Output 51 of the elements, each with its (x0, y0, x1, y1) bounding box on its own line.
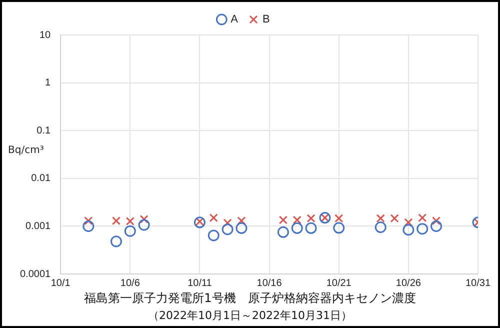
point (112, 216, 121, 226)
point (376, 214, 385, 223)
point (277, 226, 289, 238)
point (237, 216, 246, 226)
y-axis-title: Bq/cm³ (8, 145, 44, 156)
point (126, 216, 134, 226)
x-tick-label: 10/31 (465, 278, 491, 289)
point (84, 216, 93, 226)
x-tick-label: 10/6 (120, 278, 140, 289)
x-tick-label: 10/26 (396, 278, 422, 289)
y-tick-label: 10 (39, 30, 52, 41)
x-tick-label: 10/1 (50, 278, 71, 289)
point (194, 216, 206, 228)
y-tick-label: 0.01 (31, 173, 52, 184)
point (236, 222, 248, 234)
point (124, 225, 136, 237)
x-tick-label: 10/21 (326, 278, 352, 289)
point (305, 222, 317, 234)
point (292, 216, 302, 224)
point (430, 220, 442, 232)
legend-label: A (230, 14, 239, 26)
point (402, 224, 414, 236)
point (291, 222, 303, 234)
point (374, 222, 386, 234)
point (306, 214, 316, 223)
y-tick-label: 0.001 (26, 220, 52, 232)
point (110, 236, 122, 248)
point (390, 214, 399, 223)
point (418, 214, 427, 222)
point (140, 214, 148, 224)
legend-label: B (262, 14, 270, 26)
x-tick-label: 10/11 (188, 278, 212, 289)
point (404, 218, 413, 227)
point (432, 216, 441, 226)
point (195, 217, 204, 226)
point (222, 224, 234, 236)
point (278, 216, 288, 224)
point (334, 214, 344, 223)
y-tick-label: 1 (45, 78, 52, 89)
text: 福島第一原子力発電所1号機 原子炉格納容器内キセノン濃度 (83, 290, 417, 307)
point (138, 219, 150, 231)
point (223, 218, 232, 228)
x-tick-label: 10/16 (256, 278, 282, 289)
point (208, 230, 220, 242)
point (333, 222, 345, 234)
y-tick-label: 0.0001 (20, 268, 52, 280)
point (416, 223, 428, 235)
text: （2022年10月1日～2022年10月31日） (147, 308, 353, 323)
y-tick-label: 0.1 (36, 125, 52, 136)
point (209, 214, 218, 222)
point (82, 220, 94, 232)
